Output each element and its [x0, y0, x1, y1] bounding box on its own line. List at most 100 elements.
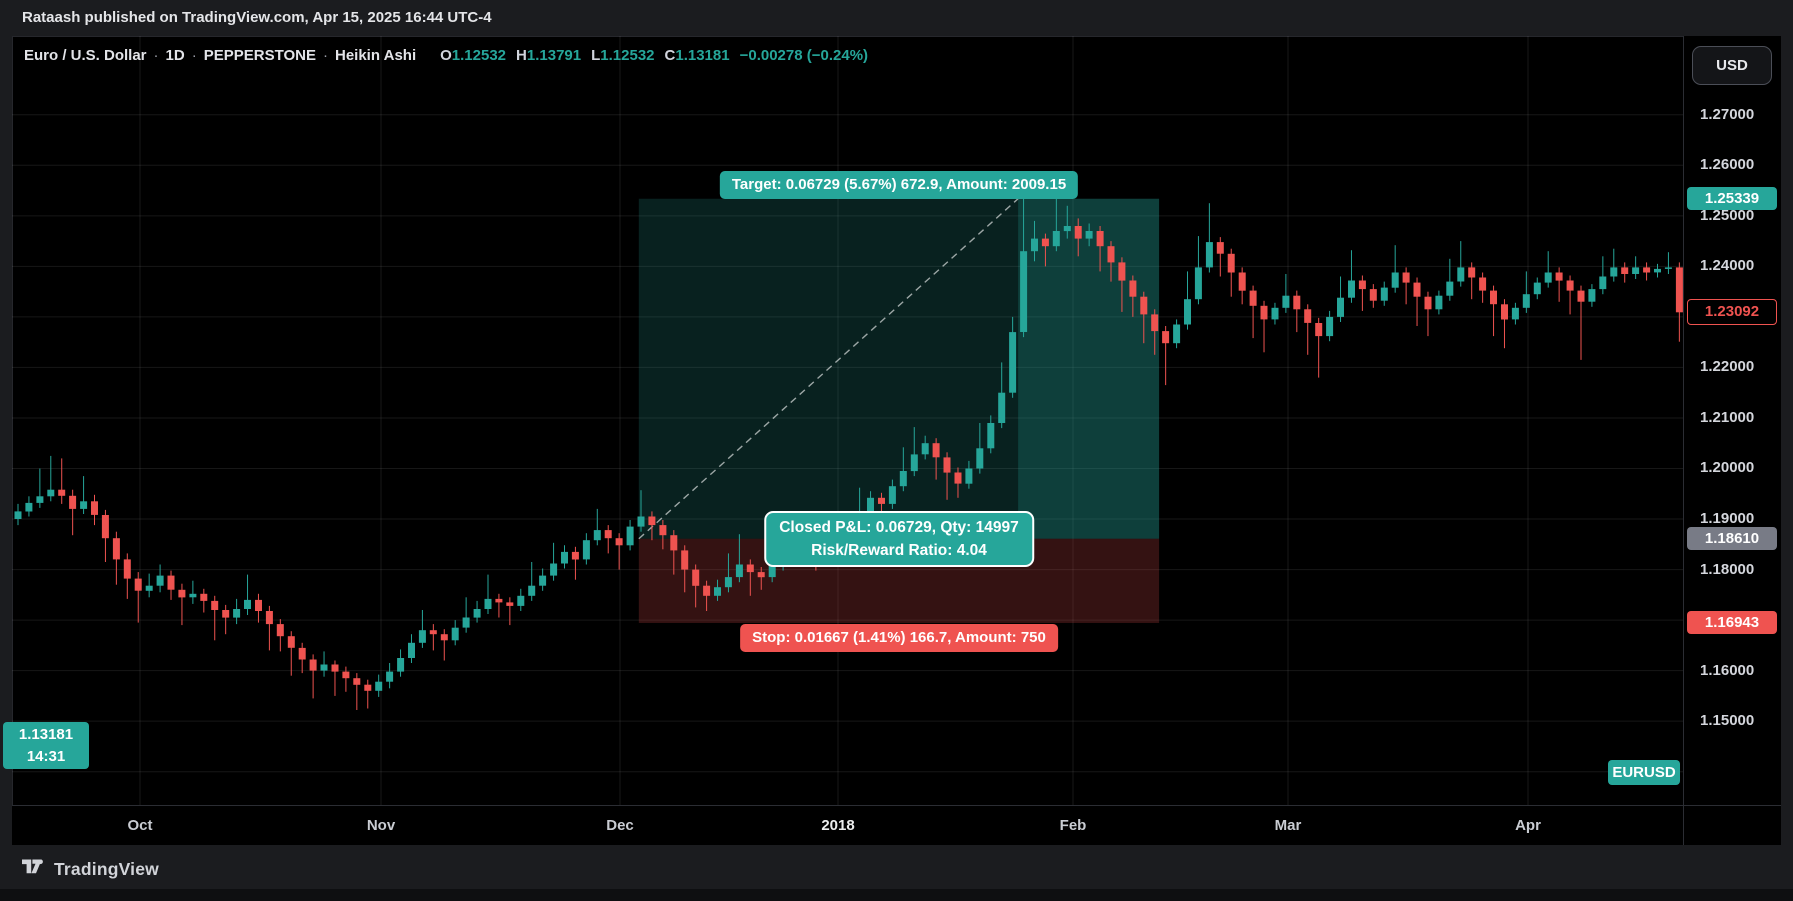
candle-body	[1566, 280, 1574, 291]
tradingview-logo-icon	[22, 857, 45, 881]
candle-body	[1511, 307, 1519, 320]
candle-body	[1424, 296, 1432, 310]
candle-body	[429, 630, 437, 635]
interval-label[interactable]: 1D	[165, 47, 185, 64]
candle-body	[615, 538, 623, 546]
candle-body	[1096, 231, 1104, 247]
candle-body	[1632, 267, 1640, 274]
footer-bar	[0, 845, 1793, 889]
candle-body	[1337, 297, 1344, 317]
candle-body	[1052, 231, 1060, 247]
position-profit-zone-closed[interactable]	[1018, 198, 1160, 539]
candle-body	[14, 511, 22, 519]
price-tick-label: 1.26000	[1700, 156, 1755, 173]
candle-body	[561, 551, 568, 564]
low-value: 1.12532	[600, 47, 655, 64]
candle-body	[1194, 267, 1202, 300]
position-target-label[interactable]: Target: 0.06729 (5.67%) 672.9, Amount: 2…	[719, 171, 1079, 199]
candle-body	[1369, 289, 1377, 301]
candle-body	[932, 443, 940, 458]
time-axis-label: Oct	[127, 817, 153, 834]
candle-body	[473, 609, 481, 618]
time-axis[interactable]: Oct Nov Dec 2018 Feb Mar Apr	[12, 805, 1683, 845]
legend-separator: ·	[322, 47, 328, 64]
candle-body	[878, 497, 885, 504]
position-stop-label[interactable]: Stop: 0.01667 (1.41%) 166.7, Amount: 750	[740, 624, 1058, 652]
candle-body	[386, 671, 394, 682]
stop-price-badge: 1.16943	[1687, 611, 1777, 634]
candle-body	[1020, 251, 1028, 332]
candle-body	[1249, 290, 1257, 306]
candle-body	[943, 457, 951, 473]
candle-body	[342, 671, 350, 679]
open-value: 1.12532	[451, 47, 507, 64]
time-axis-label: 2018	[821, 817, 855, 834]
price-tick-label: 1.22000	[1700, 358, 1755, 375]
exchange-label: PEPPERSTONE	[203, 47, 316, 64]
candle-body	[1009, 332, 1017, 393]
candle-body	[539, 575, 547, 586]
candle-body	[222, 610, 230, 618]
candle-body	[1293, 295, 1301, 310]
last-price-badge: 1.23092	[1687, 299, 1777, 325]
candle-body	[189, 593, 197, 598]
candle-body	[1129, 280, 1137, 297]
currency-usd-button[interactable]: USD	[1692, 46, 1772, 85]
candle-body	[1391, 272, 1399, 288]
tradingview-brand[interactable]: TradingView	[22, 856, 159, 882]
candle-body	[1315, 323, 1323, 337]
legend-separator: ·	[153, 47, 159, 64]
price-axis[interactable]: 1.27000 1.26000 1.25000 1.24000 1.22000 1.210…	[1683, 36, 1781, 805]
chart-pane[interactable]	[12, 36, 1683, 805]
time-axis-label: Nov	[366, 817, 396, 834]
candle-body	[123, 559, 131, 579]
candle-body	[626, 526, 634, 546]
candle-body	[1490, 290, 1497, 305]
candle-body	[506, 602, 514, 606]
symbol-title[interactable]: Euro / U.S. Dollar	[24, 47, 147, 64]
price-tick-label: 1.24000	[1700, 257, 1755, 274]
symbol-price-value: 1.13181	[18, 726, 74, 743]
footer-strip	[0, 889, 1793, 901]
high-key: H	[516, 47, 527, 64]
candle-body	[703, 585, 711, 596]
candle-body	[134, 578, 142, 591]
candle-body	[593, 530, 601, 541]
candle-body	[1205, 242, 1213, 268]
position-trend-dashed-line	[638, 198, 1019, 540]
candle-body	[1326, 316, 1334, 337]
candle-body	[867, 497, 874, 512]
candle-body	[364, 684, 372, 691]
candle-body	[1118, 262, 1126, 281]
candle-body	[276, 624, 284, 637]
low-key: L	[591, 47, 601, 64]
chart-legend[interactable]: Euro / U.S. Dollar · 1D · PEPPERSTONE · Heikin…	[24, 47, 868, 67]
candle-body	[1522, 294, 1530, 308]
position-tooltip-line1: Closed P&L: 0.06729, Qty: 14997	[779, 519, 1019, 536]
symbol-badge: EURUSD	[1608, 760, 1680, 785]
candle-body	[1074, 226, 1082, 239]
candle-body	[1402, 272, 1410, 283]
candle-body	[69, 495, 77, 509]
candle-body	[648, 516, 656, 526]
candle-body	[451, 627, 459, 641]
candle-body	[1162, 331, 1170, 344]
candle-body	[211, 600, 219, 610]
candle-body	[1533, 282, 1541, 295]
candle-body	[1501, 304, 1508, 320]
position-tooltip[interactable]: Closed P&L: 0.06729, Qty: 14997 Risk/Rew…	[764, 511, 1034, 567]
candle-body	[145, 585, 153, 591]
candle-body	[528, 585, 536, 596]
candle-body	[1654, 268, 1661, 273]
candle-body	[167, 575, 175, 590]
candle-body	[91, 501, 98, 515]
time-axis-label: Feb	[1059, 817, 1087, 834]
candle-body	[47, 489, 55, 497]
candle-body	[495, 598, 503, 603]
legend-separator: ·	[191, 47, 197, 64]
target-price-badge: 1.25339	[1687, 187, 1777, 210]
price-tick-label: 1.21000	[1700, 409, 1755, 426]
candle-body	[484, 598, 492, 609]
candle-body	[265, 611, 273, 625]
candle-body	[1184, 299, 1191, 325]
